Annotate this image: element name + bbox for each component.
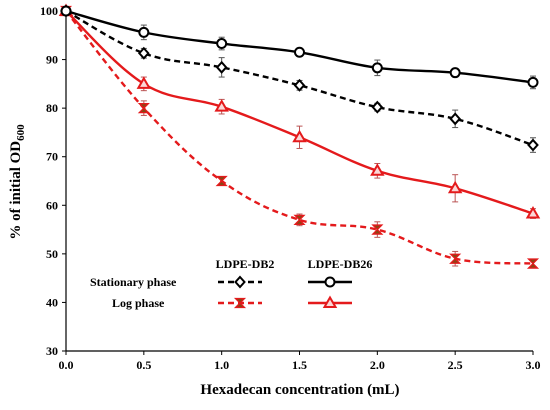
data-point [137, 46, 150, 60]
legend-header-db2: LDPE-DB2 [216, 257, 275, 271]
y-axis-title: % of initial OD600 [8, 124, 27, 240]
data-point [449, 112, 462, 126]
x-tick-label: 3.0 [526, 358, 541, 372]
legend: LDPE-DB2 LDPE-DB26 Stationary phase Log … [90, 257, 372, 310]
data-point [371, 100, 384, 114]
y-tick-label: 100 [40, 4, 58, 18]
legend-sample-db2-log [218, 297, 262, 309]
series-db26_stat [60, 5, 539, 90]
data-point [527, 138, 539, 152]
series-layer [58, 3, 541, 269]
data-point [449, 253, 462, 264]
data-point [370, 163, 385, 176]
x-axis-title: Hexadecan concentration (mL) [200, 382, 399, 398]
data-point [447, 180, 463, 194]
y-axis-title-main: % of initial OD [8, 141, 24, 240]
data-point [449, 67, 461, 79]
series-db26_log [58, 3, 541, 219]
x-tick-label: 1.5 [292, 358, 307, 372]
data-point [136, 76, 152, 89]
x-tick-label: 2.5 [448, 358, 463, 372]
legend-header-db26: LDPE-DB26 [308, 257, 373, 271]
legend-marker [324, 276, 336, 288]
x-tick-label: 2.0 [370, 358, 385, 372]
y-tick-label: 70 [46, 150, 58, 164]
legend-row-log: Log phase [112, 296, 165, 310]
y-tick-label: 50 [46, 247, 58, 261]
y-tick-label: 90 [46, 53, 58, 67]
series-line [65, 10, 534, 215]
y-tick-label: 40 [46, 295, 58, 309]
data-point [525, 206, 541, 219]
data-point [371, 224, 384, 235]
x-tick-label: 0.5 [136, 358, 151, 372]
data-point [292, 129, 307, 143]
data-point [371, 62, 383, 74]
data-point [60, 5, 72, 17]
legend-row-stationary: Stationary phase [90, 275, 177, 289]
data-point [215, 175, 228, 187]
data-point [216, 38, 228, 50]
series-line [65, 10, 534, 265]
data-point [527, 76, 539, 88]
legend-marker [322, 295, 338, 308]
data-point [215, 60, 228, 74]
y-tick-label: 60 [46, 198, 58, 212]
y-axis-title-subscript: 600 [15, 124, 27, 141]
y-tick-label: 80 [46, 101, 58, 115]
axes: 30 40 50 60 70 80 90 100 0.0 0.5 1.0 1.5 2.0 2.5 3.0 [40, 4, 541, 372]
legend-sample-db26-stationary [308, 276, 352, 288]
x-tick-label: 0.0 [59, 358, 74, 372]
legend-sample-db2-stationary [218, 275, 262, 289]
data-point [293, 214, 306, 226]
data-point [294, 46, 305, 58]
legend-sample-db26-log [308, 295, 352, 308]
data-point [137, 102, 150, 114]
y-tick-label: 30 [46, 344, 58, 358]
data-point [138, 26, 150, 38]
legend-marker [233, 297, 247, 309]
legend-marker [234, 275, 246, 289]
data-point [214, 99, 229, 112]
series-line [65, 9, 534, 84]
data-point [526, 258, 540, 269]
data-point [293, 78, 306, 92]
x-tick-label: 1.0 [214, 358, 229, 372]
